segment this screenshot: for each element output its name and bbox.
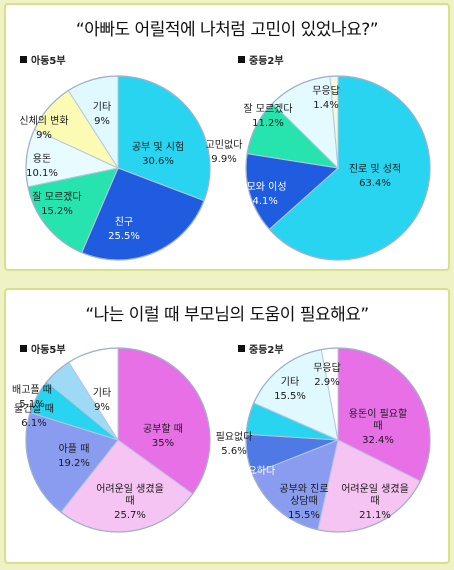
pie-outline — [25, 347, 211, 533]
slice-value-label: 5.1% — [19, 399, 44, 410]
slice-label: 무응답 — [312, 85, 340, 97]
slice-label: 물건살 때 — [14, 403, 54, 415]
slice-value-label: 9% — [94, 402, 110, 413]
slice-value-label: 10.1% — [26, 168, 58, 179]
slice-label: 어려운일 생겼을 때 — [341, 483, 409, 507]
legend-square-icon — [20, 56, 27, 63]
legend-square-icon — [238, 345, 245, 352]
slice-value-label: 2.9% — [314, 377, 339, 388]
slice-value-label: 9% — [94, 116, 110, 127]
slice-value-label: 15.5% — [288, 510, 320, 521]
slice-value-label: 9% — [36, 130, 52, 141]
slice-value-label: 30.6% — [142, 156, 174, 167]
slice-value-label: 25.5% — [108, 231, 140, 242]
slice-value-label: 7% — [238, 480, 254, 491]
slice-label: 친구 — [115, 216, 133, 228]
slice-value-label: 11.2% — [252, 118, 284, 129]
slice-label: 공부할 때 — [143, 423, 183, 435]
slice-value-label: 19.2% — [58, 458, 90, 469]
slice-label: 기타 — [281, 376, 299, 388]
slice-label: 어려운일 생겼을 때 — [96, 483, 164, 507]
slice-value-label: 15.2% — [41, 206, 73, 217]
chart-title-worries: “아빠도 어릴적에 나처럼 고민이 있었나요?” — [75, 20, 379, 40]
chart-title-help: “나는 이럴 때 부모님의 도움이 필요해요” — [85, 305, 369, 325]
slice-label: 외모와 이성 — [237, 181, 286, 193]
slice-label: 공부와 진로 상담때 — [279, 483, 328, 507]
chart-subtitle: 아동5부 — [31, 343, 66, 356]
chart-subtitle: 중등2부 — [249, 55, 284, 67]
slice-value-label: 9.9% — [211, 154, 236, 165]
slice-label: 잘 모르겠다 — [243, 103, 292, 115]
slice-value-label: 63.4% — [359, 178, 391, 189]
slice-value-label: 32.4% — [362, 435, 394, 446]
slice-value-label: 21.1% — [359, 510, 391, 521]
slice-label: 공부 및 시험 — [132, 141, 184, 153]
slice-label: 기타 — [93, 387, 111, 399]
pie-outline — [245, 347, 431, 533]
pie-outline — [25, 75, 211, 261]
slice-label: 항상 필요하다 — [217, 464, 275, 477]
slice-label: 아플 때 — [59, 443, 90, 455]
slice-label: 필요없다 — [216, 430, 253, 443]
chart-subtitle: 아동5부 — [31, 54, 66, 67]
chart-subtitle: 중등2부 — [249, 344, 284, 356]
slice-value-label: 1.4% — [313, 100, 338, 111]
slice-label: 용돈 — [33, 153, 51, 165]
slice-value-label: 25.7% — [114, 510, 146, 521]
slice-label: 진로 및 성적 — [349, 163, 401, 175]
slice-label: 고민없다 — [206, 138, 243, 151]
legend-square-icon — [20, 345, 27, 352]
slice-label: 배고플 때 — [12, 384, 52, 396]
slice-value-label: 15.5% — [274, 391, 306, 402]
slice-value-label: 14.1% — [246, 196, 278, 207]
slice-value-label: 35% — [152, 438, 174, 449]
slice-value-label: 6.1% — [21, 418, 46, 429]
slice-label: 기타 — [93, 101, 111, 113]
pie-outline — [245, 75, 431, 261]
slice-label: 잘 모르겠다 — [32, 191, 81, 203]
slice-label: 신체의 변화 — [19, 115, 68, 127]
slice-label: 무응답 — [313, 362, 341, 374]
slice-label: 용돈이 필요할 때 — [349, 408, 407, 432]
legend-square-icon — [238, 56, 245, 63]
slice-value-label: 5.6% — [221, 446, 246, 457]
